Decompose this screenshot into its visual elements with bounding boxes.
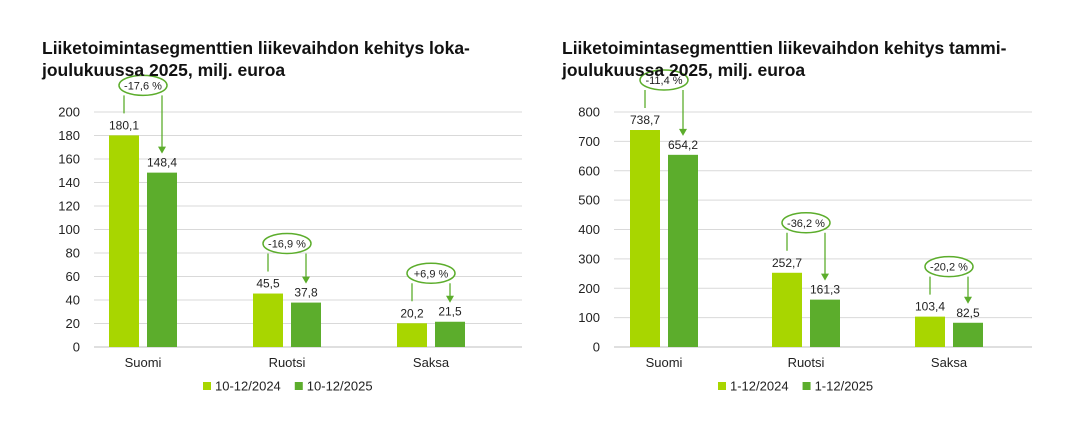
y-tick-label: 600 — [578, 163, 600, 178]
change-callout — [639, 69, 689, 91]
data-label: 21,5 — [438, 305, 462, 319]
bar — [668, 154, 698, 347]
legend-swatch — [203, 382, 211, 390]
legend-label: 10-12/2024 — [215, 379, 281, 394]
change-arrow-head — [964, 296, 972, 304]
legend-swatch — [294, 382, 303, 390]
y-tick-label: 180 — [58, 128, 80, 143]
data-label: 103,4 — [915, 300, 945, 314]
change-callout — [406, 262, 456, 285]
data-label: 161,3 — [810, 283, 840, 297]
change-arrow-head — [446, 295, 454, 303]
bar — [253, 293, 283, 347]
bar — [435, 321, 465, 347]
change-arrow-head — [679, 128, 687, 136]
change-arrow-head — [821, 273, 829, 281]
y-tick-label: 800 — [578, 105, 600, 120]
change-label: -16,9 % — [268, 239, 306, 251]
change-callout — [781, 212, 831, 234]
change-label: -20,2 % — [930, 262, 968, 274]
annual-revenue-chart: 0 100 200 300 400 500 600 700 800 738,7 654,2 -11,4… — [578, 69, 1032, 394]
change-callout — [262, 232, 312, 255]
y-tick-label: 200 — [578, 281, 600, 296]
bar — [397, 323, 427, 347]
data-label: 738,7 — [630, 113, 660, 127]
x-category-label: Suomi — [125, 355, 162, 370]
change-callout — [118, 74, 168, 97]
x-category-label: Saksa — [413, 355, 450, 370]
bar — [810, 299, 840, 347]
legend-swatch — [802, 382, 811, 390]
y-tick-label: 400 — [578, 222, 600, 237]
data-label: 82,5 — [956, 306, 980, 320]
data-label: 37,8 — [294, 286, 318, 300]
data-label: 45,5 — [256, 277, 280, 291]
bar — [953, 322, 983, 347]
y-tick-label: 120 — [58, 199, 80, 214]
x-category-label: Suomi — [646, 355, 683, 370]
y-tick-label: 300 — [578, 251, 600, 266]
data-label: 20,2 — [400, 306, 424, 320]
y-tick-label: 60 — [66, 269, 80, 284]
change-callout — [924, 255, 974, 278]
y-tick-label: 700 — [578, 134, 600, 149]
y-tick-label: 100 — [578, 310, 600, 325]
y-tick-label: 200 — [58, 105, 80, 120]
chart-panel-quarter: 0 20 40 60 80 100 120 140 160 180 200 180,1 148,4 -17… — [42, 38, 522, 394]
data-label: 252,7 — [772, 256, 802, 270]
x-category-label: Saksa — [931, 355, 968, 370]
bar — [772, 272, 802, 347]
change-label: -17,6 % — [124, 80, 162, 92]
bar — [291, 302, 321, 347]
y-tick-label: 500 — [578, 193, 600, 208]
legend-swatch — [718, 382, 726, 390]
legend-label: 10-12/2025 — [307, 379, 373, 394]
y-tick-label: 0 — [73, 340, 80, 355]
bar — [109, 135, 139, 347]
data-label: 148,4 — [147, 156, 177, 170]
data-label: 180,1 — [109, 118, 139, 132]
y-tick-label: 140 — [58, 175, 80, 190]
y-tick-label: 100 — [58, 222, 80, 237]
x-category-label: Ruotsi — [269, 355, 306, 370]
change-arrow-head — [158, 146, 166, 154]
y-tick-label: 160 — [58, 152, 80, 167]
change-label: +6,9 % — [414, 268, 449, 280]
chart-title: Liiketoimintasegmenttien liikevaihdon ke… — [42, 38, 470, 80]
quarterly-revenue-chart: 0 20 40 60 80 100 120 140 160 180 200 180,1 148,4 -17… — [58, 74, 522, 394]
y-tick-label: 80 — [66, 246, 80, 261]
x-category-label: Ruotsi — [788, 355, 825, 370]
data-label: 654,2 — [668, 138, 698, 152]
y-tick-label: 0 — [593, 340, 600, 355]
legend-label: 1-12/2025 — [815, 379, 874, 394]
change-label: -36,2 % — [787, 218, 825, 230]
y-tick-label: 20 — [66, 316, 80, 331]
bar — [630, 130, 660, 347]
change-label: -11,4 % — [645, 75, 682, 87]
legend-label: 1-12/2024 — [730, 379, 789, 394]
y-tick-label: 40 — [66, 293, 80, 308]
bar — [147, 172, 177, 347]
chart-title: Liiketoimintasegmenttien liikevaihdon ke… — [562, 38, 1007, 80]
chart-panel-year: 0 100 200 300 400 500 600 700 800 738,7 654,2 -11,4… — [540, 0, 1080, 439]
bar — [915, 316, 945, 347]
change-arrow-head — [302, 276, 310, 284]
